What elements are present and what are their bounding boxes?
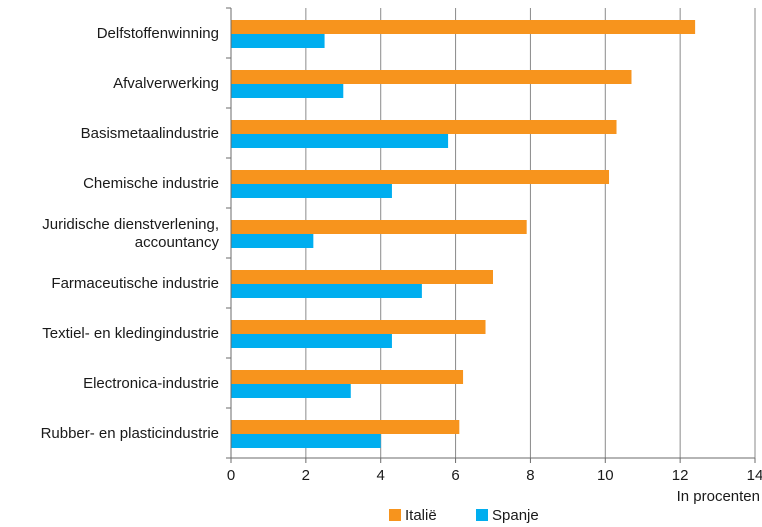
category-label: Chemische industrie (83, 175, 219, 192)
bar-spanje (231, 184, 392, 198)
category-label: Electronica-industrie (83, 375, 219, 392)
category-label: Juridische dienstverlening, (42, 216, 219, 233)
category-label: Basismetaalindustrie (81, 125, 219, 142)
category-label: accountancy (135, 234, 220, 251)
bar-spanje (231, 34, 325, 48)
x-tick-label: 8 (526, 467, 534, 484)
x-tick-label: 2 (302, 467, 310, 484)
category-label: Textiel- en kledingindustrie (42, 325, 219, 342)
legend-label-italie: Italië (405, 507, 437, 524)
x-axis: 0 2 4 6 8 10 12 14 (226, 7, 762, 484)
bar-italie (231, 20, 696, 34)
x-axis-title: In procenten (677, 488, 760, 505)
bar-italie (231, 420, 460, 434)
x-tick-label: 10 (597, 467, 614, 484)
bar-italie (231, 70, 632, 84)
bar-italie (231, 320, 486, 334)
bar-italie (231, 370, 464, 384)
category-label: Afvalverwerking (113, 75, 219, 92)
bar-italie (231, 270, 493, 284)
legend-swatch-italie (389, 509, 401, 521)
x-tick-label: 12 (672, 467, 689, 484)
x-tick-label: 14 (747, 467, 762, 484)
bar-italie (231, 170, 610, 184)
category-label: Farmaceutische industrie (51, 275, 219, 292)
category-label: Rubber- en plasticindustrie (41, 425, 219, 442)
x-tick-label: 6 (451, 467, 459, 484)
bar-spanje (231, 84, 344, 98)
bar-italie (231, 120, 617, 134)
legend: Italië Spanje (389, 507, 539, 524)
bar-italie (231, 220, 527, 234)
bar-spanje (231, 234, 314, 248)
bar-spanje (231, 134, 449, 148)
bar-spanje (231, 384, 351, 398)
bar-spanje (231, 334, 392, 348)
x-tick-label: 0 (227, 467, 235, 484)
x-tick-label: 4 (377, 467, 385, 484)
category-labels: Delfstoffenwinning Afvalverwerking Basisme… (41, 25, 220, 442)
legend-label-spanje: Spanje (492, 507, 539, 524)
bar-spanje (231, 284, 422, 298)
bars (231, 20, 696, 448)
category-label: Delfstoffenwinning (97, 25, 219, 42)
legend-swatch-spanje (476, 509, 488, 521)
bar-spanje (231, 434, 381, 448)
